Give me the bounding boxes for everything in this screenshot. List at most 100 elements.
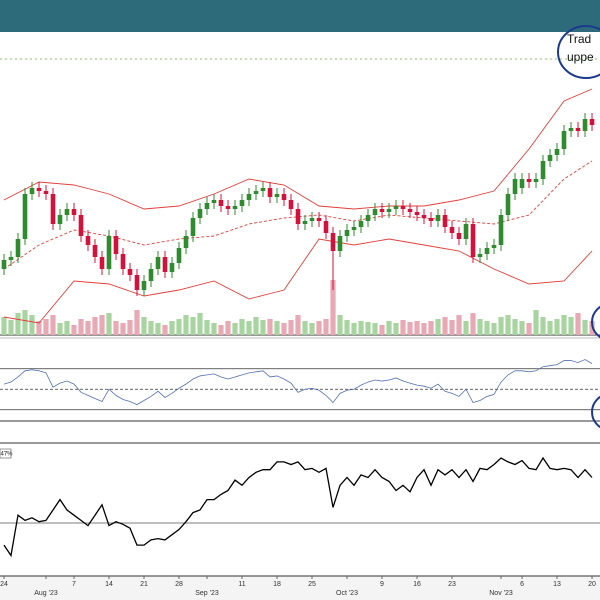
candle-body xyxy=(323,221,329,233)
candle-body xyxy=(358,221,364,227)
candle-body xyxy=(337,236,343,251)
bollinger-upper xyxy=(3,88,593,210)
volume-bar xyxy=(330,280,336,335)
candle-body xyxy=(78,215,84,236)
volume-bar xyxy=(239,319,245,335)
candle-body xyxy=(540,161,546,179)
volume-bar xyxy=(267,319,273,335)
volume-bar xyxy=(407,322,413,335)
volume-bar xyxy=(372,323,378,335)
volume-bar xyxy=(463,321,469,335)
volume-bar xyxy=(99,315,105,335)
volume-bar xyxy=(15,313,21,335)
candle-body xyxy=(1,260,7,269)
volume-bar xyxy=(393,323,399,335)
rs-label-box xyxy=(0,448,12,459)
volume-bar xyxy=(302,321,308,335)
candle-body xyxy=(449,227,455,233)
x-tick-label: 7 xyxy=(72,581,76,588)
candle-body xyxy=(575,128,581,131)
candle-body xyxy=(351,227,357,230)
x-tick-label: 11 xyxy=(238,581,245,588)
candle-body xyxy=(43,191,49,194)
candle-body xyxy=(57,215,63,224)
candle-body xyxy=(393,206,399,209)
candle-body xyxy=(435,215,441,221)
candle-body xyxy=(50,194,56,224)
candle-body xyxy=(267,188,273,197)
volume-bar xyxy=(526,323,532,335)
volume-bar xyxy=(316,321,322,335)
candle-body xyxy=(589,119,595,125)
volume-bar xyxy=(253,317,259,335)
candle-body xyxy=(106,236,112,269)
candle-body xyxy=(316,218,322,221)
candle-body xyxy=(183,236,189,248)
volume-bar xyxy=(498,317,504,335)
candle-body xyxy=(561,131,567,149)
volume-bar xyxy=(232,323,238,335)
candle-body xyxy=(246,194,252,200)
volume-bar xyxy=(554,319,560,335)
candle-body xyxy=(134,275,140,290)
candle-body xyxy=(274,194,280,197)
bollinger-lower xyxy=(3,238,593,324)
volume-bar xyxy=(337,315,343,335)
volume-bar xyxy=(50,315,56,335)
candle-body xyxy=(414,212,420,215)
candle-body xyxy=(155,257,161,269)
volume-bar xyxy=(162,325,168,335)
candle-body xyxy=(225,206,231,209)
candle-body xyxy=(386,209,392,212)
volume-bar xyxy=(211,323,217,335)
candle-body xyxy=(15,239,21,257)
volume-bar xyxy=(169,321,175,335)
volume-bar xyxy=(176,319,182,335)
volume-bar xyxy=(414,321,420,335)
candle-body xyxy=(484,248,490,254)
volume-bar xyxy=(505,315,511,335)
x-axis-band xyxy=(0,576,600,600)
annotation-text: uppe xyxy=(567,50,594,64)
volume-bar xyxy=(400,320,406,335)
x-tick-label: 23 xyxy=(448,581,456,588)
volume-bar xyxy=(575,313,581,335)
volume-bar xyxy=(141,317,147,335)
candle-body xyxy=(148,269,154,281)
volume-bar xyxy=(547,321,553,335)
volume-bar xyxy=(456,315,462,335)
candle-body xyxy=(519,179,525,188)
candle-body xyxy=(498,215,504,245)
candle-body xyxy=(512,179,518,194)
candle-body xyxy=(127,269,133,275)
candle-body xyxy=(470,224,476,257)
x-tick-label: 16 xyxy=(413,581,421,588)
candle-body xyxy=(505,194,511,215)
candle-body xyxy=(211,200,217,203)
volume-bar xyxy=(442,317,448,335)
volume-bar xyxy=(470,313,476,335)
candle-body xyxy=(260,188,266,191)
volume-bar xyxy=(148,321,154,335)
candle-body xyxy=(582,119,588,131)
volume-bar xyxy=(218,325,224,335)
x-tick-label: Nov '23 xyxy=(489,590,513,597)
volume-bar xyxy=(582,320,588,335)
candle-body xyxy=(232,206,238,209)
candle-body xyxy=(36,188,42,191)
rs-label: 47% xyxy=(1,452,14,458)
volume-bar xyxy=(190,317,196,335)
candle-body xyxy=(176,248,182,263)
annotation-circle xyxy=(591,305,600,339)
candle-body xyxy=(64,209,70,215)
candle-body xyxy=(365,215,371,221)
volume-bar xyxy=(57,323,63,335)
x-tick-label: 6 xyxy=(520,581,524,588)
volume-bar xyxy=(246,321,252,335)
candle-body xyxy=(547,155,553,161)
candle-body xyxy=(120,254,126,269)
volume-bar xyxy=(309,323,315,335)
volume-bar xyxy=(477,319,483,335)
volume-bar xyxy=(225,321,231,335)
candle-body xyxy=(8,257,14,260)
